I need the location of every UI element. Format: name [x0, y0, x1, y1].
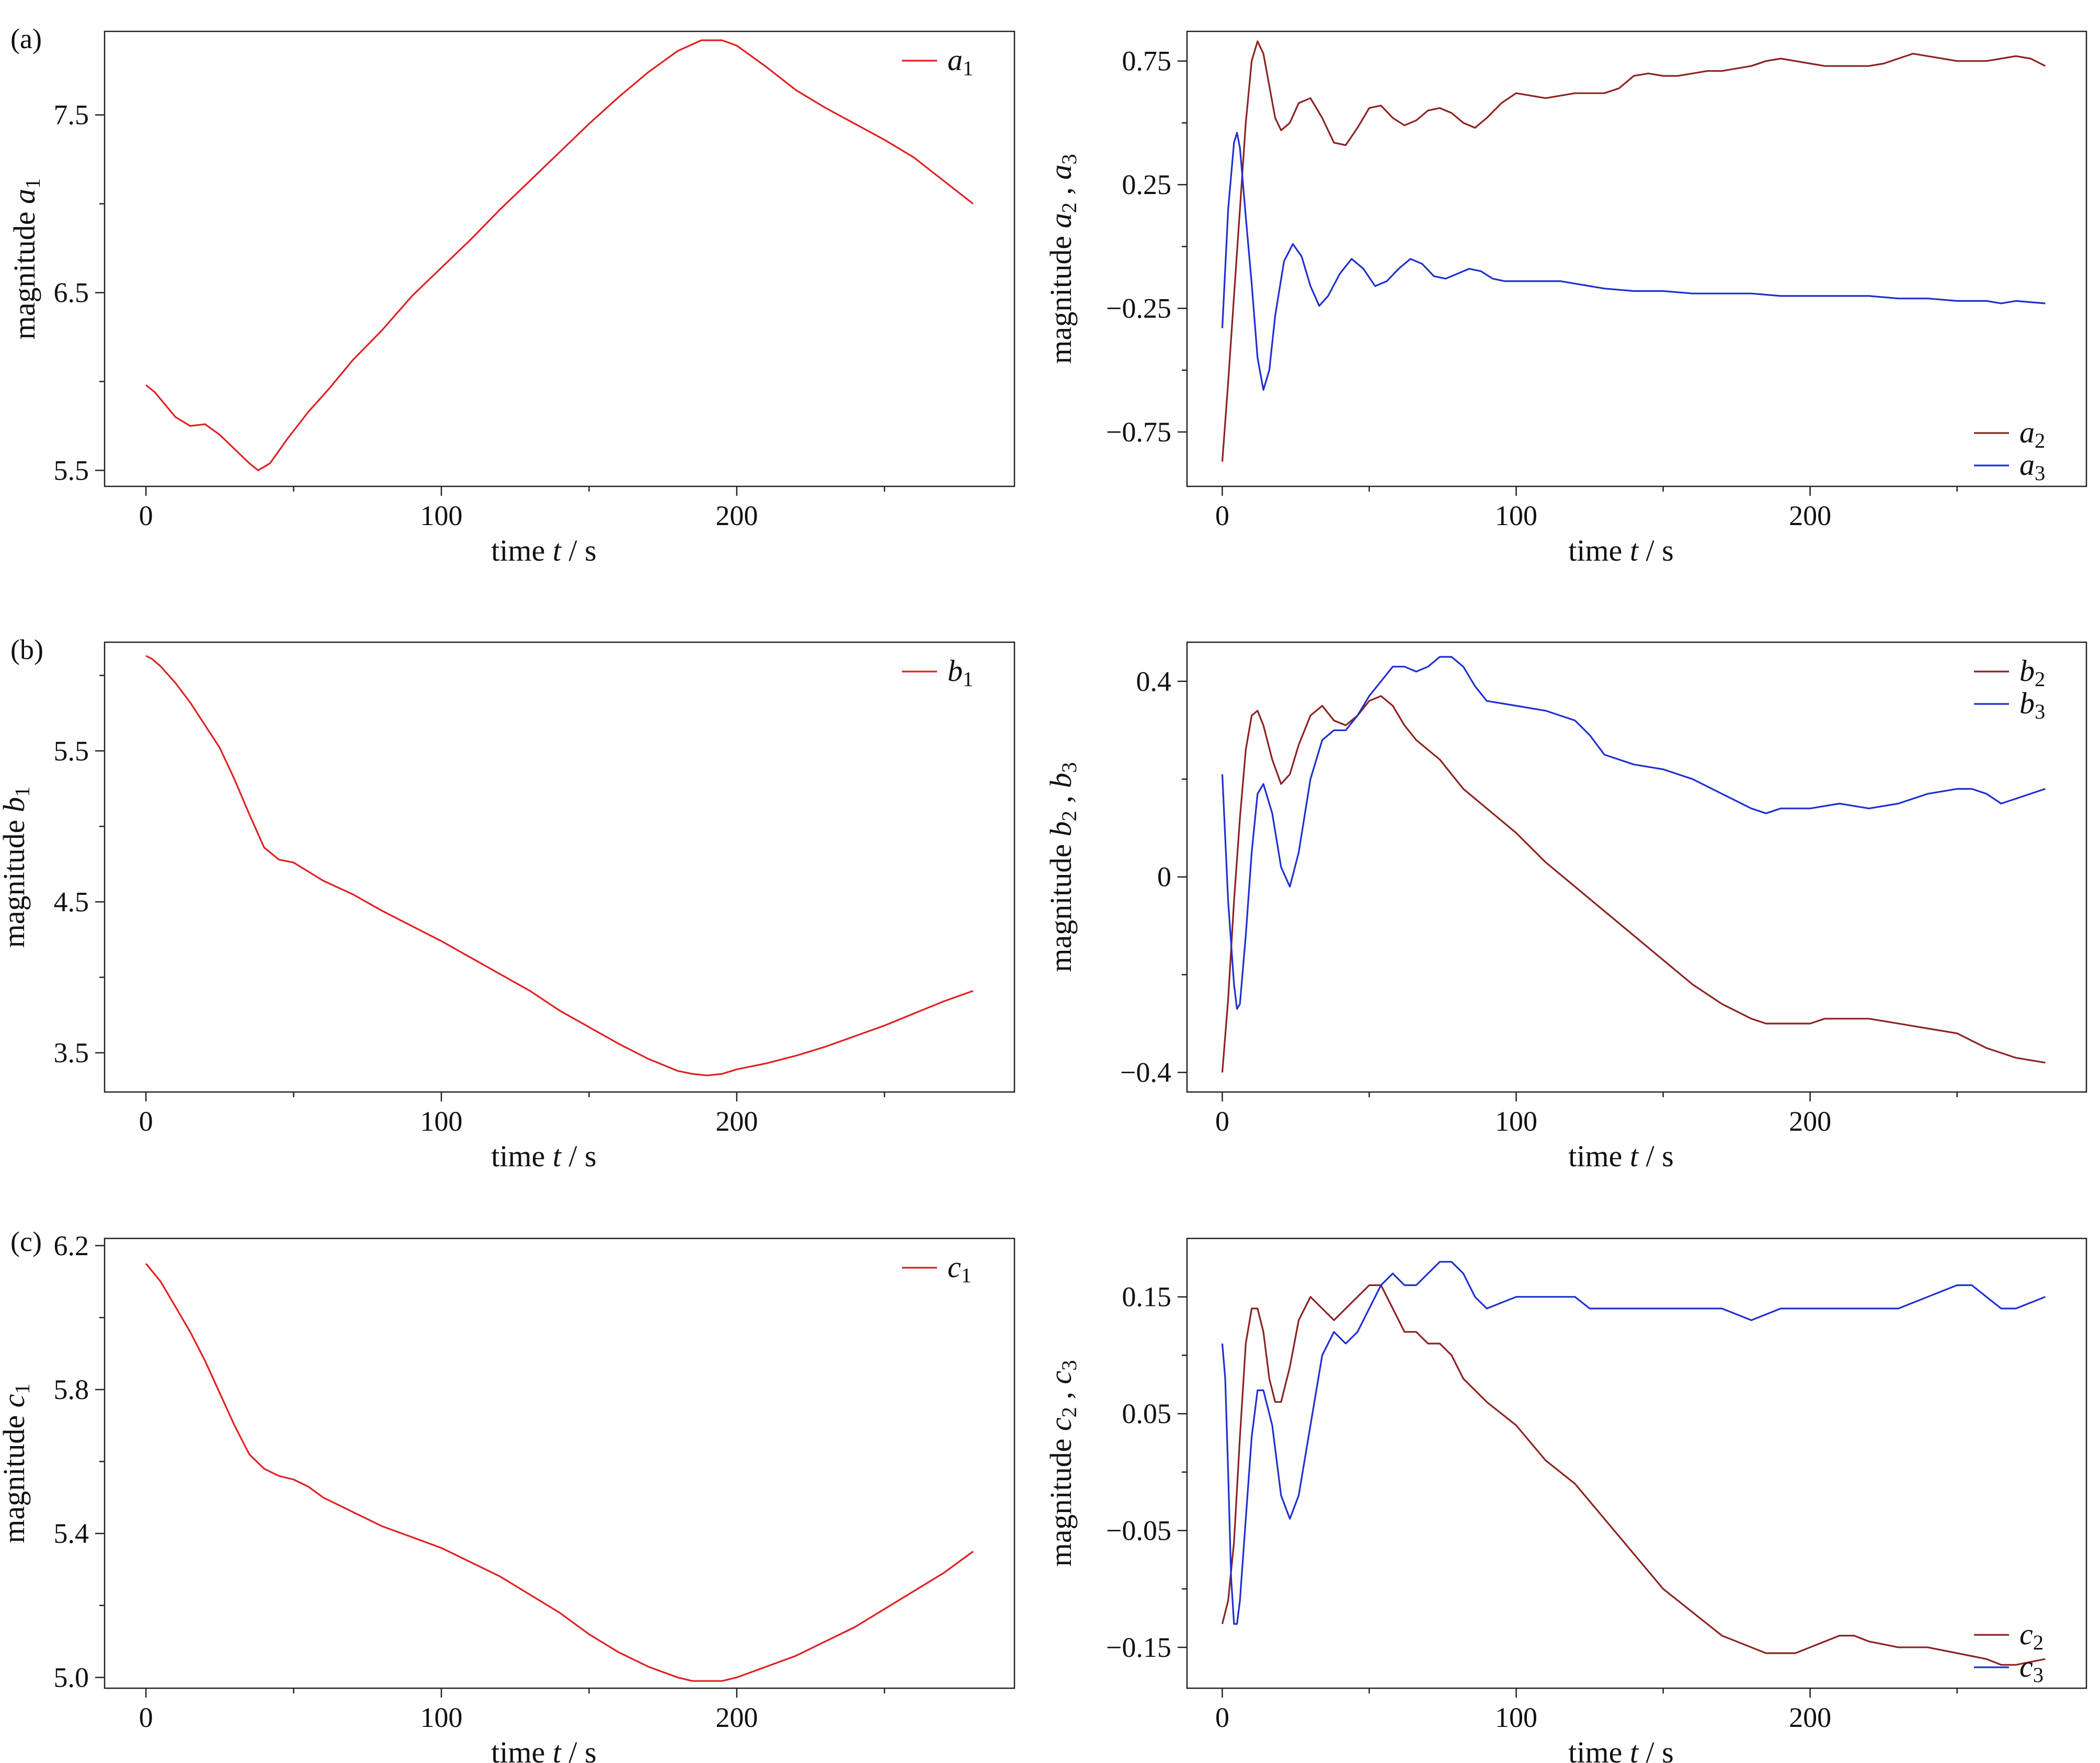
x-tick-label: 100	[1495, 1106, 1537, 1137]
chart-panel-2: 0 100 200 −0.75 −0.25 0.25 0.75 time t / s magni…	[1044, 30, 2087, 567]
legend-label: c1	[948, 1250, 972, 1287]
x-tick-label: 200	[715, 1702, 758, 1733]
x-tick-label: 0	[139, 1106, 153, 1137]
y-axis-label: magnitude c2 , c3	[1044, 1360, 1081, 1567]
y-tick-label: 7.5	[54, 99, 89, 131]
series-line-b1	[145, 655, 974, 1076]
y-tick-label: −0.4	[1120, 1057, 1171, 1088]
legend-label: a3	[2019, 448, 2045, 485]
series-line-a3	[1221, 132, 2046, 391]
plot-frame	[104, 30, 1015, 487]
chart-panel-4: 0 100 200 −0.4 0 0.4 time t / s magnitude b2 , …	[1044, 641, 2087, 1173]
plot-frame	[1186, 641, 2087, 1093]
legend-label: c3	[2019, 1650, 2044, 1687]
x-axis-label: time t / s	[491, 1735, 596, 1763]
x-tick-label: 200	[1789, 1702, 1831, 1733]
x-tick-label: 0	[1215, 500, 1229, 531]
y-tick-label: 0.05	[1122, 1398, 1172, 1429]
chart-panel-1: 0 100 200 5.5 6.5 7.5 time t / s magnitude a1 a1	[7, 30, 1015, 567]
series-line-a2	[1221, 40, 2046, 462]
legend-label: b1	[948, 654, 973, 691]
plot-frame	[104, 1237, 1015, 1689]
y-tick-label: 0.25	[1122, 169, 1172, 200]
y-tick-label: 5.5	[54, 735, 89, 767]
panel-tag-b: (b)	[10, 634, 43, 665]
y-tick-label: 0	[1157, 861, 1171, 893]
y-tick-label: 0.15	[1122, 1281, 1172, 1313]
y-tick-label: 5.8	[54, 1374, 89, 1405]
y-tick-label: −0.75	[1106, 416, 1171, 448]
plot-frame	[1186, 1237, 2087, 1689]
series-line-b2	[1221, 695, 2046, 1073]
y-tick-label: −0.25	[1106, 293, 1171, 324]
chart-panel-3: 0 100 200 3.5 4.5 5.5 time t / s magnitude b1 b1	[0, 641, 1015, 1173]
plot-frame	[104, 641, 1015, 1093]
x-axis-label: time t / s	[491, 533, 596, 567]
x-axis-label: time t / s	[491, 1139, 596, 1173]
x-tick-label: 0	[139, 500, 153, 531]
series-line-c3	[1221, 1261, 2046, 1625]
plot-frame	[1186, 30, 2087, 487]
x-axis-label: time t / s	[1568, 1735, 1673, 1763]
legend-label: a2	[2019, 415, 2045, 452]
y-axis-label: magnitude b1	[0, 787, 34, 948]
legend-label: b3	[2019, 686, 2045, 723]
x-tick-label: 200	[1789, 500, 1831, 531]
x-axis-label: time t / s	[1568, 1139, 1673, 1173]
y-tick-label: −0.15	[1106, 1632, 1171, 1663]
y-tick-label: 6.5	[54, 277, 89, 309]
charts-layer: 0 100 200 5.5 6.5 7.5 time t / s magnitude a1 a1…	[0, 30, 2087, 1763]
legend-label: a1	[948, 43, 973, 80]
series-line-a1	[145, 39, 974, 471]
x-tick-label: 100	[1495, 500, 1537, 531]
x-tick-label: 0	[1215, 1702, 1229, 1733]
y-tick-label: 0.4	[1136, 666, 1172, 697]
x-tick-label: 200	[715, 500, 758, 531]
x-tick-label: 0	[1215, 1106, 1229, 1137]
y-tick-label: 3.5	[54, 1037, 89, 1068]
y-tick-label: 5.5	[54, 454, 89, 486]
y-tick-label: 4.5	[54, 886, 89, 917]
panel-tag-c: (c)	[10, 1226, 42, 1257]
y-tick-label: 6.2	[54, 1230, 89, 1261]
x-tick-label: 100	[420, 1702, 463, 1733]
y-tick-label: 5.4	[54, 1518, 89, 1549]
x-tick-label: 200	[1789, 1106, 1831, 1137]
x-tick-label: 100	[420, 1106, 463, 1137]
legend-label: b2	[2019, 654, 2045, 691]
series-line-c2	[1221, 1284, 2046, 1666]
y-tick-label: −0.05	[1106, 1515, 1171, 1546]
x-tick-label: 200	[715, 1106, 758, 1137]
chart-panel-6: 0 100 200 −0.15 −0.05 0.05 0.15 time t / s magni…	[1044, 1237, 2087, 1763]
y-axis-label: magnitude c1	[0, 1383, 34, 1543]
y-tick-label: 0.75	[1122, 46, 1172, 77]
x-tick-label: 100	[1495, 1702, 1537, 1733]
series-line-b3	[1221, 656, 2046, 1010]
y-axis-label: magnitude b2 , b3	[1044, 762, 1081, 972]
series-line-c1	[145, 1263, 974, 1682]
y-axis-label: magnitude a1	[7, 178, 44, 340]
y-tick-label: 5.0	[54, 1662, 89, 1693]
x-tick-label: 0	[139, 1702, 153, 1733]
panel-tag-a: (a)	[10, 23, 42, 54]
y-axis-label: magnitude a2 , a3	[1044, 154, 1081, 363]
x-tick-label: 100	[420, 500, 463, 531]
legend-label: c2	[2019, 1617, 2044, 1654]
x-axis-label: time t / s	[1568, 533, 1673, 567]
chart-panel-5: 0 100 200 5.0 5.4 5.8 6.2 time t / s magnitude c…	[0, 1230, 1015, 1763]
